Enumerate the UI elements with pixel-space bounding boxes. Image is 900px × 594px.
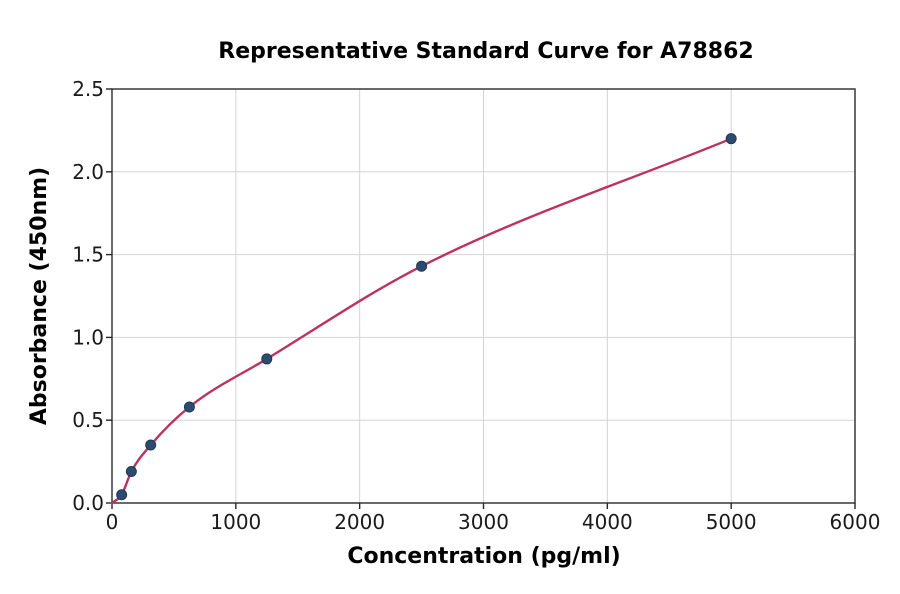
y-tick-label-2.0: 2.0 bbox=[72, 160, 104, 184]
y-axis-label: Absorbance (450nm) bbox=[27, 167, 52, 425]
data-point-156.25 bbox=[125, 466, 137, 478]
tick-marks bbox=[106, 88, 856, 509]
y-tick-label-1.5: 1.5 bbox=[72, 243, 104, 267]
fit-curve bbox=[110, 137, 733, 505]
data-point-78.125 bbox=[116, 489, 128, 501]
x-tick-label-6000: 6000 bbox=[830, 510, 881, 534]
data-point-625 bbox=[183, 401, 195, 413]
data-point-312.5 bbox=[145, 439, 157, 451]
x-tick-label-2000: 2000 bbox=[334, 510, 385, 534]
y-tick-label-2.5: 2.5 bbox=[72, 77, 104, 101]
x-tick-label-5000: 5000 bbox=[706, 510, 757, 534]
data-point-5000 bbox=[725, 133, 737, 145]
gridlines bbox=[112, 89, 855, 503]
data-point-2500 bbox=[416, 260, 428, 272]
y-tick-label-1.0: 1.0 bbox=[72, 325, 104, 349]
tick-labels: 0 1000 2000 3000 4000 5000 6000 0.0 0.5 1.0 1.5 2.0… bbox=[72, 77, 880, 534]
y-tick-label-0.0: 0.0 bbox=[72, 491, 104, 515]
x-tick-label-3000: 3000 bbox=[458, 510, 509, 534]
data-point-1250 bbox=[261, 353, 273, 365]
y-tick-label-0.5: 0.5 bbox=[72, 408, 104, 432]
x-tick-label-4000: 4000 bbox=[582, 510, 633, 534]
x-tick-label-1000: 1000 bbox=[210, 510, 261, 534]
x-tick-label-0: 0 bbox=[106, 510, 119, 534]
x-axis-label: Concentration (pg/ml) bbox=[347, 544, 620, 569]
data-series bbox=[110, 133, 737, 505]
chart-title: Representative Standard Curve for A78862 bbox=[218, 39, 753, 64]
